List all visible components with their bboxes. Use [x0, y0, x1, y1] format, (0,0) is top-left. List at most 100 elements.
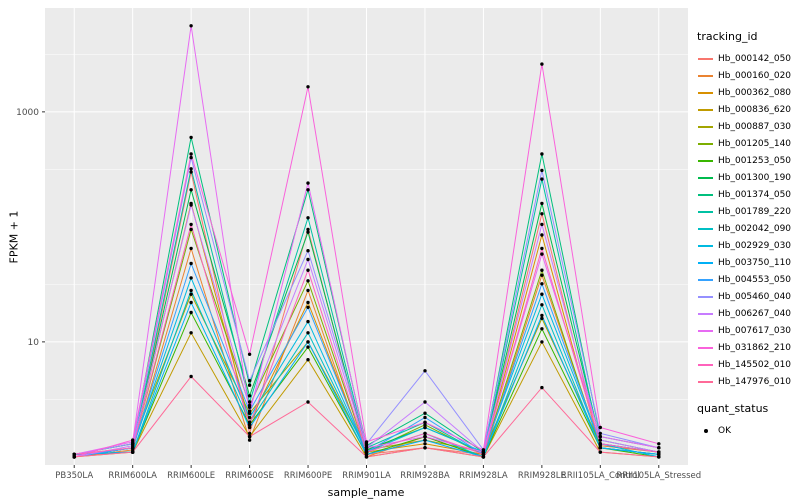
x-tick-label: RRIM928BA: [400, 471, 450, 481]
data-point: [189, 167, 193, 171]
data-point: [423, 442, 427, 446]
legend-key-line-icon: [697, 186, 714, 203]
legend-key-line-icon: [697, 373, 714, 390]
legend-item-label: Hb_006267_040: [718, 308, 792, 319]
data-point: [540, 201, 544, 206]
data-point: [423, 425, 427, 430]
data-point: [306, 188, 310, 192]
legend-item-Hb_001789_220: Hb_001789_220: [697, 203, 799, 220]
legend-item-Hb_001374_050: Hb_001374_050: [697, 186, 799, 203]
data-point: [540, 252, 544, 256]
data-point: [189, 300, 193, 305]
data-point: [540, 385, 544, 390]
data-point: [189, 288, 193, 293]
data-point: [540, 212, 544, 216]
data-point: [189, 276, 193, 280]
data-point: [481, 448, 486, 452]
data-point: [306, 305, 310, 309]
x-tick-label: RRII105LA_Control: [561, 471, 640, 481]
data-point: [189, 261, 193, 266]
legend-key-line-icon: [697, 135, 714, 152]
data-point: [189, 152, 193, 156]
x-tick-label: RRII105LA_Stressed: [616, 471, 701, 481]
data-point: [364, 455, 369, 459]
data-point: [306, 340, 310, 344]
data-point: [306, 400, 310, 404]
data-point: [306, 331, 310, 335]
data-point: [423, 438, 427, 442]
legend-key-line-icon: [697, 101, 714, 118]
data-point: [306, 181, 310, 185]
data-point: [423, 423, 427, 427]
data-point: [189, 155, 193, 160]
data-point: [131, 450, 135, 454]
data-point: [657, 442, 661, 446]
x-tick-label: RRIM928LA: [459, 471, 508, 481]
data-point: [306, 257, 310, 262]
legend-item-Hb_006267_040: Hb_006267_040: [697, 305, 799, 322]
data-point: [306, 227, 310, 232]
data-point: [247, 394, 252, 398]
y-tick-label: 10: [28, 338, 40, 348]
legend-item-label: Hb_002042_090: [718, 223, 792, 234]
data-point: [189, 331, 193, 335]
legend-title-tracking-id: tracking_id: [697, 30, 758, 43]
data-point: [72, 455, 76, 459]
y-tick-label: 1000: [16, 108, 39, 118]
data-point: [423, 400, 427, 404]
data-point: [364, 446, 369, 450]
data-point: [481, 452, 486, 457]
legend-item-label: Hb_000160_020: [718, 70, 792, 81]
data-point: [189, 188, 193, 192]
data-point: [306, 319, 310, 324]
data-point: [657, 455, 661, 459]
legend-key-line-icon: [697, 288, 714, 305]
legend-item-Hb_000887_030: Hb_000887_030: [697, 118, 799, 135]
legend-item-Hb_002929_030: Hb_002929_030: [697, 237, 799, 254]
data-point: [189, 246, 193, 251]
data-points: [72, 24, 661, 459]
legend-item-label: Hb_001253_050: [718, 155, 792, 166]
legend-key-line-icon: [697, 50, 714, 67]
data-point: [540, 340, 544, 344]
data-point: [306, 288, 310, 293]
legend-key-line-icon: [697, 84, 714, 101]
data-point: [306, 249, 310, 253]
legend-item-Hb_001205_140: Hb_001205_140: [697, 135, 799, 152]
data-point: [598, 450, 602, 454]
x-tick-label: RRIM600LA: [108, 471, 157, 481]
legend-item-Hb_000362_080: Hb_000362_080: [697, 84, 799, 101]
data-point: [189, 203, 193, 207]
data-point: [189, 135, 193, 140]
legend-item-Hb_007617_030: Hb_007617_030: [697, 322, 799, 339]
data-point: [306, 268, 310, 272]
legend-key-line-icon: [697, 339, 714, 356]
legend-item-Hb_147976_010: Hb_147976_010: [697, 373, 799, 390]
data-point: [598, 425, 602, 430]
x-tick-label: RRIM901LA: [342, 471, 391, 481]
legend: tracking_id Hb_000142_050 Hb_000160_020 Hb…: [697, 30, 799, 439]
data-point: [540, 246, 544, 251]
data-point: [189, 292, 193, 296]
data-point: [247, 383, 252, 387]
legend-item-label: Hb_000836_620: [718, 104, 792, 115]
legend-item-label: Hb_001205_140: [718, 138, 792, 149]
legend-key-point-icon: [697, 422, 714, 439]
data-point: [423, 434, 427, 439]
data-point: [423, 446, 427, 450]
data-point: [306, 300, 310, 305]
data-point: [247, 423, 252, 427]
data-point: [247, 405, 252, 409]
data-point: [131, 446, 135, 450]
legend-item-label: Hb_001300_190: [718, 172, 792, 183]
data-point: [306, 85, 310, 89]
data-point: [540, 313, 544, 318]
data-point: [72, 452, 76, 457]
data-point: [540, 62, 544, 66]
x-axis-title: sample_name: [327, 486, 405, 499]
x-tick-label: RRIM600SE: [225, 471, 274, 481]
legend-key-line-icon: [697, 152, 714, 169]
data-point: [306, 230, 310, 234]
legend-key-line-icon: [697, 203, 714, 220]
